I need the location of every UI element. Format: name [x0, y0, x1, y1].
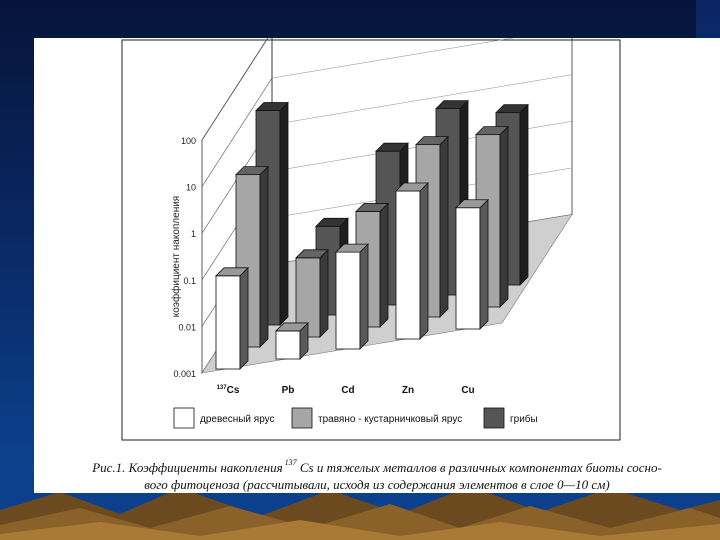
y-tick-label: 100 [181, 136, 196, 146]
bar-group [395, 182, 429, 340]
bar-side [479, 198, 489, 330]
gridline [201, 77, 273, 187]
bar-side [359, 243, 369, 350]
y-tick-label: 10 [186, 183, 196, 193]
bar-side [519, 103, 529, 286]
bar-side [379, 202, 389, 328]
y-tick-label: 1 [191, 229, 196, 239]
bar-group [335, 243, 369, 350]
x-tick-label: Pb [282, 385, 295, 396]
bar-top [235, 166, 269, 176]
bar-top [435, 100, 469, 109]
x-tick-label: Cu [461, 385, 474, 396]
legend-swatch [483, 407, 505, 429]
caption-sup: 137 [284, 458, 297, 467]
bar-side [239, 266, 249, 370]
bar-top [455, 199, 489, 209]
bar-top [215, 267, 249, 277]
bar-top [375, 142, 409, 152]
bar-side [279, 101, 289, 326]
legend-label: травяно - кустарничковый ярус [318, 414, 462, 425]
y-tick-label: 0.001 [173, 369, 196, 379]
bar-top [335, 243, 369, 253]
gridline-back [271, 74, 573, 125]
caption-line-1: Рис.1. Коэффициенты накопления 137 Cs и т… [34, 454, 720, 476]
bar-top [315, 217, 349, 227]
bar-top [495, 104, 529, 114]
legend-label: грибы [510, 413, 538, 425]
bar-top [275, 322, 309, 332]
y-tick-label: 0.01 [178, 322, 196, 332]
bar-side [419, 182, 429, 340]
caption-prefix: Рис.1. Коэффициенты накопления [92, 460, 283, 475]
bar-top [355, 203, 389, 212]
bar-side [319, 248, 329, 338]
bar-top [475, 126, 509, 136]
bar-top [295, 249, 329, 259]
y-tick-label: 0.1 [183, 276, 196, 286]
bar [215, 275, 241, 370]
bar-top [395, 182, 429, 192]
x-tick-label: Zn [402, 385, 414, 396]
gridline [201, 38, 269, 141]
legend-swatch [173, 407, 195, 429]
bar-group [455, 198, 489, 330]
x-tick-sup: 137 [217, 385, 228, 391]
caption-text: Cs и тяжелых металлов в различных компон… [299, 460, 662, 475]
x-tick-label: 137Cs [217, 385, 240, 396]
legend-swatch [291, 407, 313, 429]
bar-side [259, 165, 269, 348]
legend-label: древесный ярус [200, 414, 275, 425]
bar [335, 251, 361, 350]
bar-top [255, 102, 289, 111]
bar-group [215, 266, 249, 370]
caption-line-2: вого фитоценоза (рассчитывали, исходя из… [144, 477, 610, 492]
slide-panel: 100 10 1 0.1 0.01 0.001 коэффициент накопления… [34, 38, 720, 493]
bar [275, 330, 301, 360]
bar-chart: 100 10 1 0.1 0.01 0.001 коэффициент накопления… [121, 38, 621, 441]
bar [395, 190, 421, 340]
bar-group [275, 321, 309, 360]
figure-caption: Рис.1. Коэффициенты накопления 137 Cs и т… [34, 454, 720, 493]
y-axis-label: коэффициент накопления [170, 196, 182, 317]
bar-side [439, 135, 449, 318]
x-tick-label: Cd [341, 385, 354, 396]
bar-top [415, 136, 449, 146]
gridline-back [271, 38, 515, 79]
bar [455, 207, 481, 330]
bar-side [499, 125, 509, 308]
x-tick-text: Cs [227, 385, 240, 396]
